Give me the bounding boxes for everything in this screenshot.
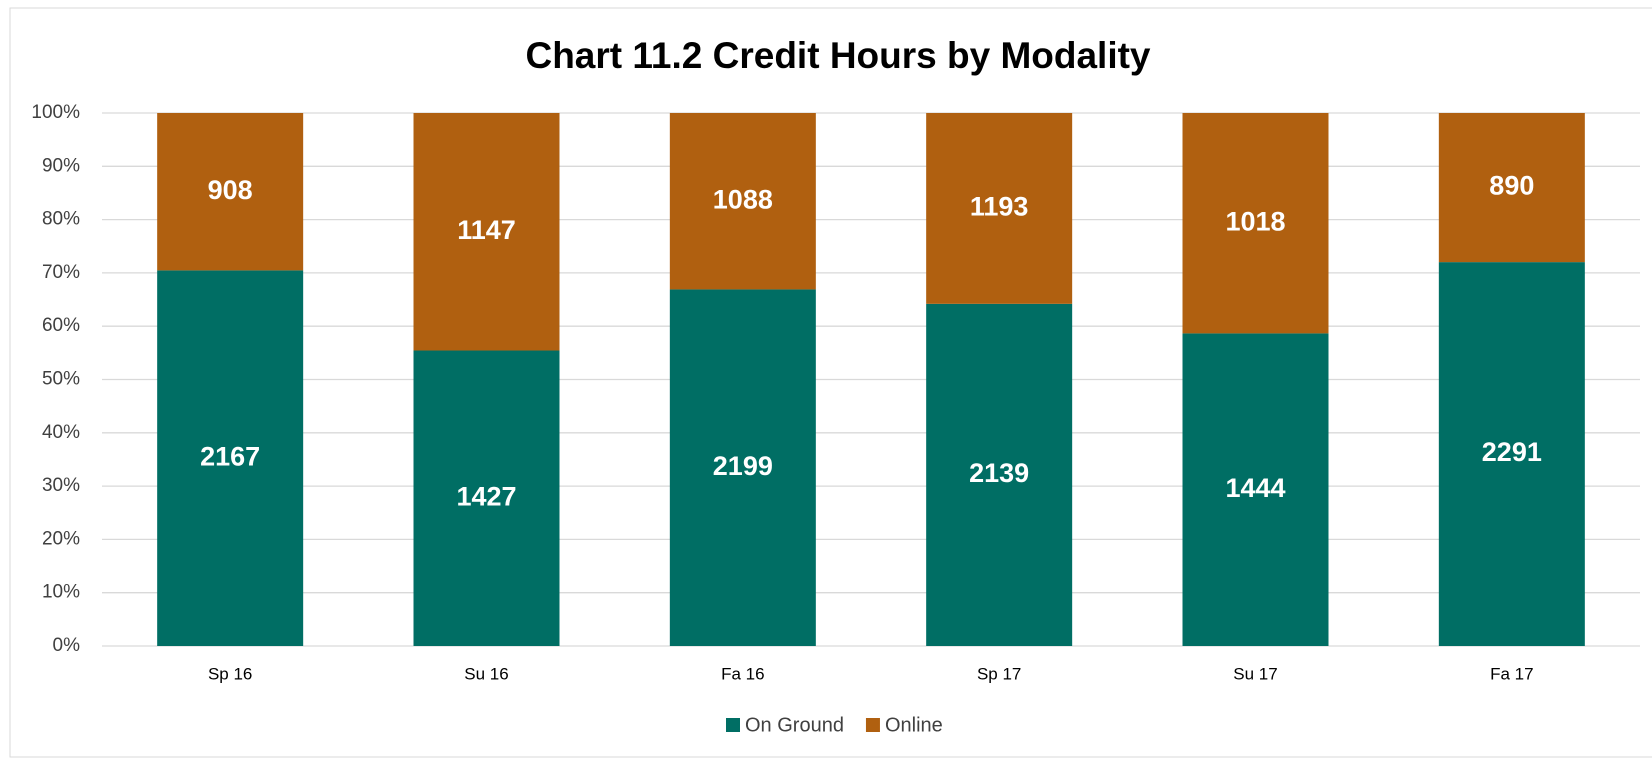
bar-segment <box>157 270 304 646</box>
y-tick-label: 90% <box>42 155 80 176</box>
data-label: 890 <box>1489 171 1534 201</box>
y-tick-label: 30% <box>42 475 80 496</box>
bar-segment <box>669 113 816 290</box>
legend-swatch <box>726 718 740 732</box>
data-label: 1018 <box>1225 206 1285 236</box>
y-tick-label: 50% <box>42 369 80 390</box>
data-label: 2199 <box>713 451 773 481</box>
data-label: 1193 <box>970 192 1029 222</box>
bar-segment <box>1438 113 1585 263</box>
bar-segment <box>669 289 816 646</box>
y-tick-label: 0% <box>53 635 81 656</box>
y-tick-label: 80% <box>42 209 80 230</box>
bar-segment <box>926 303 1073 646</box>
bar-segment <box>1182 333 1329 646</box>
legend-label: On Ground <box>745 714 844 736</box>
data-label: 2139 <box>969 458 1029 488</box>
bar-segment <box>1182 113 1329 334</box>
legend-swatch <box>865 718 880 732</box>
data-label: 1444 <box>1225 473 1285 503</box>
y-tick-label: 10% <box>42 582 80 603</box>
x-tick-label: Fa 16 <box>721 664 764 683</box>
data-label: 2167 <box>200 441 260 471</box>
y-tick-label: 20% <box>42 528 80 549</box>
legend-label: Online <box>885 714 943 736</box>
data-label: 2291 <box>1482 437 1542 467</box>
x-tick-label: Sp 16 <box>208 664 252 683</box>
bar-segment <box>926 113 1073 304</box>
data-label: 1427 <box>456 481 516 511</box>
data-label: 1088 <box>713 184 773 214</box>
bar-segment <box>413 350 560 646</box>
y-tick-label: 70% <box>42 262 80 283</box>
y-tick-label: 60% <box>42 315 80 336</box>
bar-segment <box>157 113 304 271</box>
chart-title: Chart 11.2 Credit Hours by Modality <box>525 35 1150 76</box>
data-label: 1147 <box>457 215 516 245</box>
bar-segment <box>1438 262 1585 646</box>
x-tick-label: Sp 17 <box>977 664 1021 683</box>
y-tick-label: 40% <box>42 422 80 443</box>
x-tick-label: Su 17 <box>1233 664 1277 683</box>
bar-segment <box>413 113 560 351</box>
y-tick-label: 100% <box>31 102 80 123</box>
data-label: 908 <box>208 175 253 205</box>
x-tick-label: Fa 17 <box>1490 664 1533 683</box>
x-tick-label: Su 16 <box>464 664 508 683</box>
